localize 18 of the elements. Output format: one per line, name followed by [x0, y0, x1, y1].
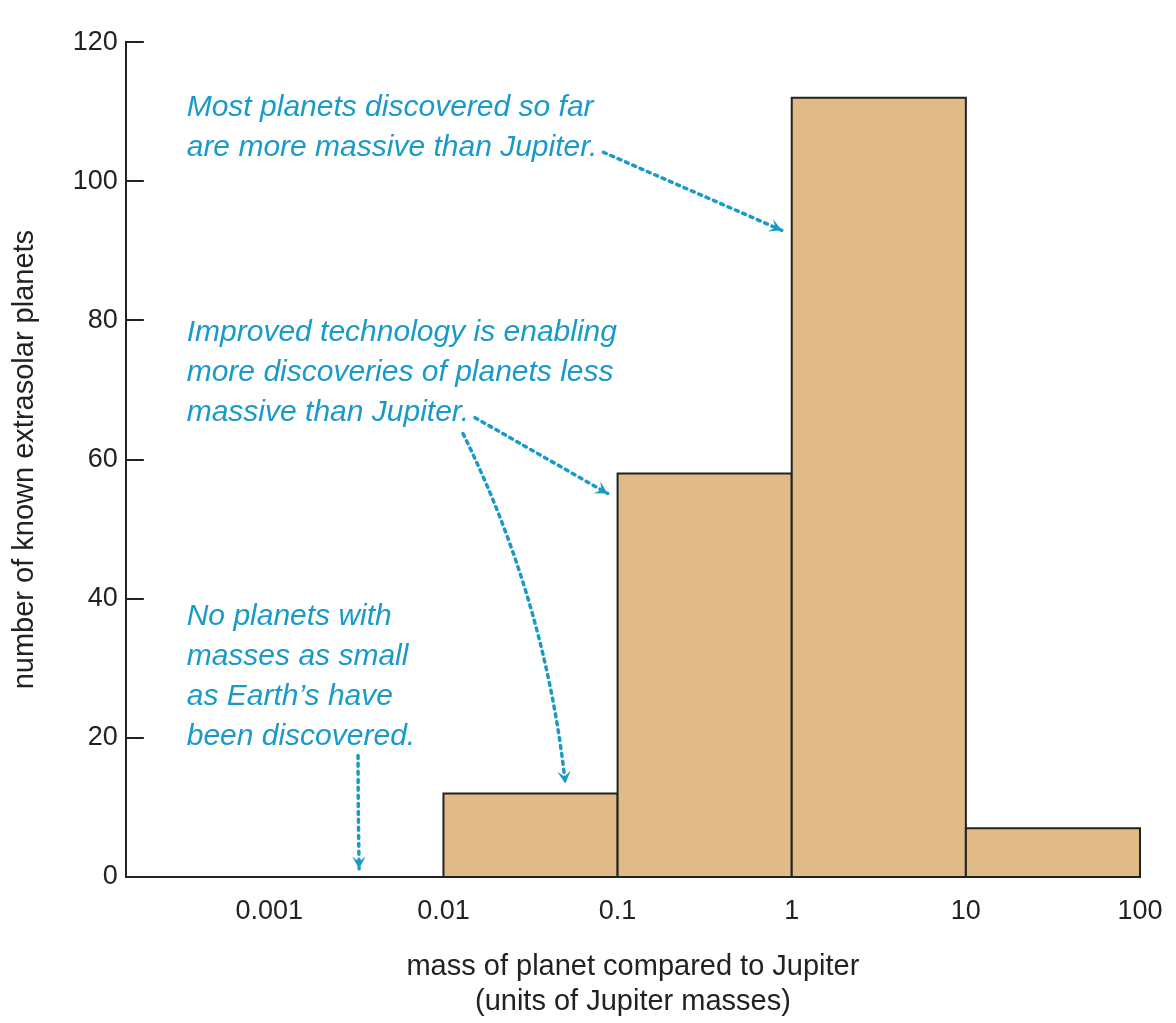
- y-tick-label: 0: [102, 860, 118, 891]
- y-tick-label: 120: [72, 25, 118, 56]
- y-tick-label: 80: [87, 303, 118, 334]
- y-tick-label: 100: [72, 164, 118, 195]
- y-axis-title: number of known extrasolar planets: [7, 229, 40, 690]
- x-axis-title: mass of planet compared to Jupiter (units of Jupiter masses): [406, 948, 860, 1016]
- annotation: Most planets discovered so far are more massive than Jupiter.: [186, 88, 598, 162]
- x-tick-label: 100: [1117, 894, 1163, 925]
- x-tick-label: 10: [950, 894, 981, 925]
- y-tick-label: 60: [87, 443, 118, 474]
- x-tick-label: 1: [784, 894, 800, 925]
- y-tick-label: 20: [87, 721, 118, 752]
- x-tick-label: 0.001: [235, 894, 304, 925]
- x-tick-label: 0.01: [417, 894, 470, 925]
- annotation: Improved technology is enabling more discoveries of planets less massive than Jupiter.: [186, 314, 618, 428]
- annotation: No planets with masses as small as Earth’s have been discovered.: [186, 597, 416, 751]
- x-tick-label: 0.1: [598, 894, 637, 925]
- y-tick-label: 40: [87, 582, 118, 613]
